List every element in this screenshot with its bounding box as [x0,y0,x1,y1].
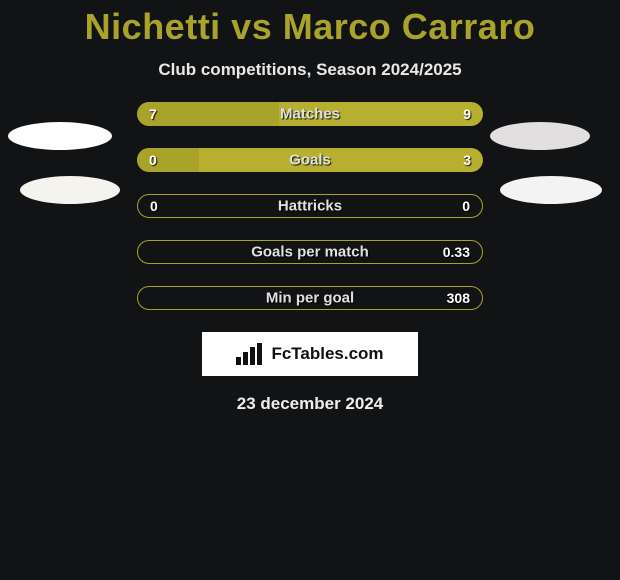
page-subtitle: Club competitions, Season 2024/2025 [0,60,620,80]
bar-value-right: 3 [463,152,471,168]
bar-label: Goals per match [251,244,369,261]
bar-value-left: 0 [150,198,158,214]
stat-bar: Matches 7 9 [137,102,483,126]
bar-left-fill [137,102,279,126]
bar-value-left: 0 [149,152,157,168]
stat-bar: Goals 0 3 [137,148,483,172]
side-oval [20,176,120,204]
side-oval [500,176,602,204]
bar-label: Min per goal [266,290,354,307]
bar-value-right: 9 [463,106,471,122]
bar-label: Goals [289,152,331,169]
side-oval [490,122,590,150]
bar-left-fill [137,148,199,172]
comparison-bars: Matches 7 9 Goals 0 3 Hattricks 0 0 Goals per mat… [137,102,483,310]
bar-label: Matches [280,106,340,123]
bar-value-left: 7 [149,106,157,122]
stat-bar: Hattricks 0 0 [137,194,483,218]
watermark: FcTables.com [202,332,418,376]
stat-bar: Min per goal 308 [137,286,483,310]
watermark-text: FcTables.com [271,344,383,364]
stat-bar: Goals per match 0.33 [137,240,483,264]
page-title: Nichetti vs Marco Carraro [0,0,620,48]
bar-value-right: 308 [447,290,470,306]
bar-value-right: 0.33 [443,244,470,260]
bar-label: Hattricks [278,198,342,215]
bar-value-right: 0 [462,198,470,214]
watermark-bars-icon [236,343,264,365]
side-oval [8,122,112,150]
date-text: 23 december 2024 [0,394,620,414]
